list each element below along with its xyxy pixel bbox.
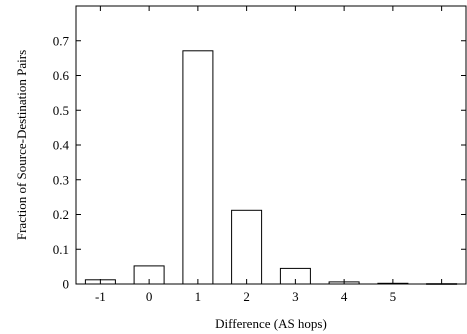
bars-group bbox=[84, 50, 458, 285]
y-tick-label: 0.5 bbox=[53, 103, 69, 118]
y-tick-label: 0.2 bbox=[53, 207, 69, 222]
y-tick-label: 0.4 bbox=[53, 138, 70, 153]
y-tick-label: 0.6 bbox=[53, 68, 70, 83]
bar-1 bbox=[182, 50, 214, 285]
x-tick-label: 2 bbox=[243, 289, 250, 304]
x-axis: -1 0 1 2 3 4 5 bbox=[95, 6, 443, 304]
x-tick-label: 0 bbox=[146, 289, 153, 304]
y-tick-label: 0 bbox=[63, 277, 70, 292]
plot-frame bbox=[75, 5, 467, 285]
x-tick-label: 3 bbox=[292, 289, 299, 304]
y-axis-label: Fraction of Source-Destination Pairs bbox=[14, 50, 29, 240]
x-tick-label: 1 bbox=[195, 289, 202, 304]
y-tick-label: 0.7 bbox=[53, 33, 70, 48]
y-tick-label: 0.3 bbox=[53, 172, 69, 187]
y-axis: 0 0.1 0.2 0.3 0.4 0.5 0.6 0.7 bbox=[53, 33, 466, 292]
x-tick-label: -1 bbox=[95, 289, 106, 304]
x-tick-label: 5 bbox=[390, 289, 397, 304]
y-tick-label: 0.1 bbox=[53, 242, 69, 257]
x-tick-label: 4 bbox=[341, 289, 348, 304]
x-axis-label: Difference (AS hops) bbox=[215, 316, 327, 331]
bar-2 bbox=[231, 209, 263, 285]
